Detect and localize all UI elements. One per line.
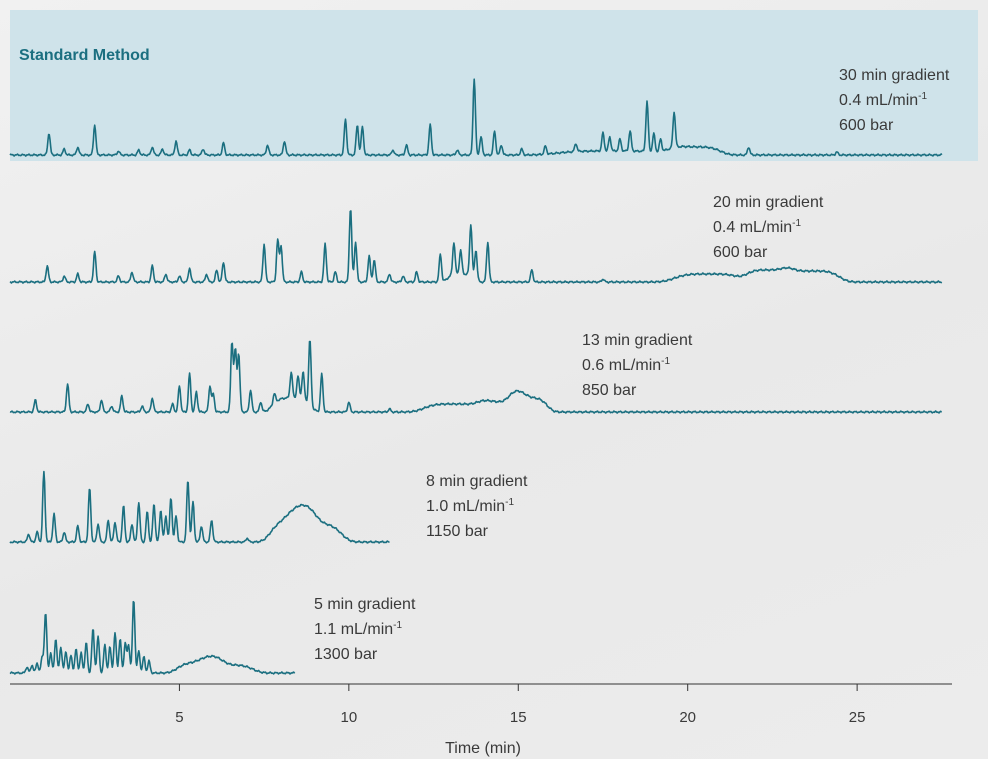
x-axis-title: Time (min) [445,740,521,757]
pressure-label: 1150 bar [426,523,489,540]
x-tick-label: 10 [341,709,358,726]
gradient-label: 13 min gradient [582,332,693,349]
gradient-label: 20 min gradient [713,194,824,211]
pressure-label: 1300 bar [314,646,378,663]
flow-rate-label: 1.0 mL/min-1 [426,497,514,515]
trace-label-5: 5 min gradient 1.1 mL/min-1 1300 bar [314,596,416,663]
chromatogram-trace-4 [9,470,390,544]
chromatogram-trace-2 [9,210,943,284]
pressure-label: 600 bar [713,244,768,261]
chromatogram-trace-3 [9,340,943,414]
x-tick-label: 5 [175,709,183,726]
x-tick-label: 25 [849,709,866,726]
trace-label-4: 8 min gradient 1.0 mL/min-1 1150 bar [426,473,528,540]
trace-label-3: 13 min gradient 0.6 mL/min-1 850 bar [582,332,693,399]
flow-rate-label: 0.4 mL/min-1 [713,218,801,236]
chromatogram-trace-5 [9,600,296,675]
flow-rate-label: 1.1 mL/min-1 [314,620,402,638]
trace-label-1: 30 min gradient 0.4 mL/min-1 600 bar [839,67,950,134]
gradient-label: 30 min gradient [839,67,950,84]
gradient-label: 8 min gradient [426,473,528,490]
trace-label-2: 20 min gradient 0.4 mL/min-1 600 bar [713,194,824,261]
gradient-label: 5 min gradient [314,596,416,613]
x-tick-label: 20 [679,709,696,726]
flow-rate-label: 0.4 mL/min-1 [839,91,927,109]
pressure-label: 850 bar [582,382,637,399]
chromatogram-trace-1 [9,78,943,157]
x-tick-label: 15 [510,709,527,726]
flow-rate-label: 0.6 mL/min-1 [582,356,670,374]
standard-method-label: Standard Method [19,47,150,64]
pressure-label: 600 bar [839,117,894,134]
